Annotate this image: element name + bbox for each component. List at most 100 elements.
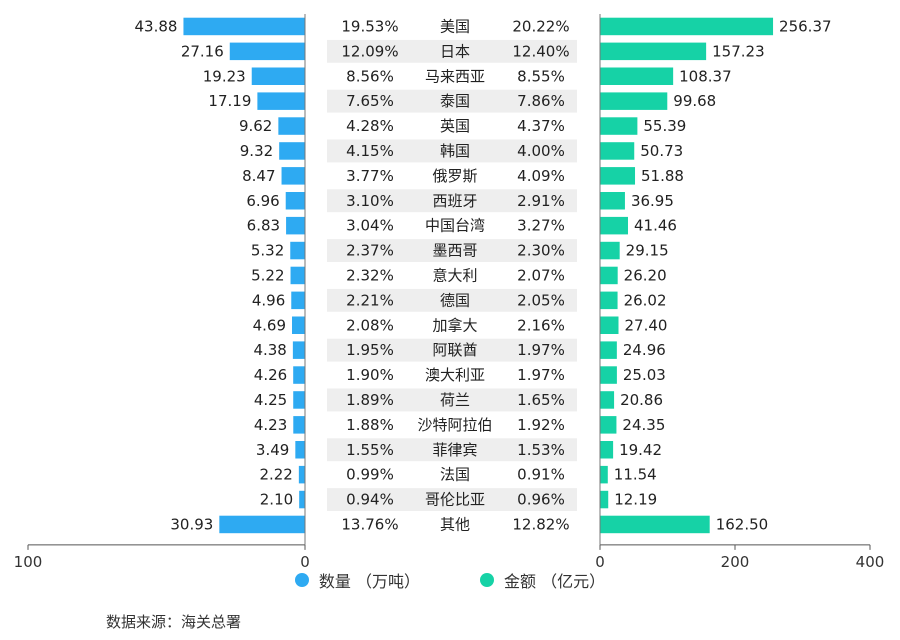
- category-label: 阿联酋: [432, 341, 477, 359]
- quantity-value-label: 27.16: [181, 42, 224, 60]
- category-label: 荷兰: [440, 391, 470, 409]
- quantity-value-label: 4.69: [253, 316, 286, 334]
- amount-value-label: 108.37: [679, 67, 732, 85]
- amount-share-label: 7.86%: [517, 92, 565, 110]
- amount-bar: [600, 142, 635, 160]
- quantity-share-label: 1.55%: [346, 441, 394, 459]
- amount-value-label: 26.20: [624, 266, 667, 284]
- quantity-value-label: 17.19: [208, 92, 251, 110]
- quantity-share-label: 2.21%: [346, 291, 394, 309]
- legend-dot-amount: [480, 573, 494, 587]
- quantity-bar: [229, 42, 305, 61]
- category-label: 西班牙: [432, 192, 477, 210]
- category-label: 泰国: [440, 92, 470, 110]
- quantity-value-label: 9.62: [239, 117, 272, 135]
- quantity-bar: [293, 391, 305, 409]
- quantity-value-label: 4.38: [253, 341, 286, 359]
- quantity-share-label: 8.56%: [346, 67, 394, 85]
- amount-value-label: 27.40: [624, 316, 667, 334]
- legend-item-amount[interactable]: 金额 （亿元）: [480, 568, 605, 592]
- category-label: 加拿大: [432, 316, 477, 334]
- amount-bar: [600, 266, 618, 285]
- amount-bar: [600, 241, 620, 260]
- quantity-bar: [286, 216, 305, 235]
- quantity-bar: [279, 142, 305, 160]
- category-label: 美国: [440, 17, 470, 35]
- amount-share-label: 2.05%: [517, 291, 565, 309]
- row-stripe: [327, 438, 577, 462]
- category-label: 中国台湾: [425, 217, 485, 235]
- amount-value-label: 99.68: [673, 92, 716, 110]
- quantity-bar: [292, 316, 305, 334]
- amount-share-label: 4.37%: [517, 117, 565, 135]
- category-label: 德国: [440, 291, 470, 309]
- quantity-bar: [278, 117, 305, 135]
- quantity-value-label: 2.22: [259, 466, 292, 484]
- category-label: 韩国: [440, 142, 470, 160]
- quantity-bar: [281, 167, 305, 185]
- quantity-bar: [183, 17, 305, 36]
- quantity-share-label: 2.32%: [346, 266, 394, 284]
- row-stripe: [327, 39, 577, 63]
- legend-dot-quantity: [294, 573, 309, 587]
- amount-bar: [600, 416, 617, 434]
- quantity-bar: [290, 241, 305, 260]
- amount-bar: [600, 192, 625, 210]
- amount-share-label: 12.82%: [512, 515, 569, 533]
- source-note: 数据来源：海关总署: [106, 613, 242, 631]
- quantity-share-label: 3.04%: [346, 217, 394, 235]
- quantity-share-label: 2.37%: [346, 242, 394, 260]
- row-stripe: [327, 239, 577, 262]
- category-label: 英国: [440, 117, 470, 135]
- amount-value-label: 25.03: [623, 366, 666, 384]
- legend-item-quantity[interactable]: 数量 （万吨）: [294, 568, 420, 592]
- amount-bar: [600, 167, 636, 185]
- category-label: 沙特阿拉伯: [417, 416, 492, 434]
- row-labels: 43.88 256.37 19.53% 美国 20.22% 27.16 157.23 12.0…: [134, 17, 831, 533]
- amount-share-label: 4.09%: [517, 167, 565, 185]
- quantity-tick-label: 100: [14, 553, 43, 571]
- amount-share-label: 2.30%: [517, 242, 565, 260]
- amount-value-label: 50.73: [640, 142, 683, 160]
- axes: 100 0 0 200 400: [14, 14, 885, 571]
- amount-bar: [600, 42, 707, 61]
- amount-value-label: 12.19: [614, 491, 657, 509]
- legend: 数量 （万吨） 金额 （亿元）: [0, 568, 900, 592]
- amount-value-label: 19.42: [619, 441, 662, 459]
- quantity-share-label: 0.94%: [346, 491, 394, 509]
- amount-share-label: 2.07%: [517, 266, 565, 284]
- quantity-tick-label: 0: [300, 553, 310, 571]
- quantity-value-label: 19.23: [203, 67, 246, 85]
- amount-value-label: 36.95: [631, 192, 674, 210]
- category-label: 哥伦比亚: [425, 491, 485, 509]
- quantity-share-label: 1.88%: [346, 416, 394, 434]
- amount-value-label: 41.46: [634, 217, 677, 235]
- amount-bar: [600, 465, 608, 484]
- amount-value-label: 55.39: [643, 117, 686, 135]
- amount-value-label: 162.50: [716, 515, 769, 533]
- amount-tick-label: 400: [856, 553, 885, 571]
- amount-bar: [600, 441, 614, 459]
- category-label: 日本: [440, 42, 470, 60]
- quantity-share-label: 12.09%: [341, 42, 398, 60]
- quantity-bar: [251, 67, 305, 85]
- quantity-value-label: 4.25: [254, 391, 287, 409]
- amount-share-label: 0.96%: [517, 491, 565, 509]
- amount-value-label: 20.86: [620, 391, 663, 409]
- quantity-value-label: 30.93: [170, 515, 213, 533]
- amount-share-label: 1.97%: [517, 366, 565, 384]
- amount-bar: [600, 92, 668, 110]
- amount-share-label: 0.91%: [517, 466, 565, 484]
- quantity-share-label: 1.95%: [346, 341, 394, 359]
- quantity-value-label: 8.47: [242, 167, 275, 185]
- amount-tick-label: 200: [721, 553, 750, 571]
- row-stripes: [327, 39, 577, 511]
- amount-value-label: 11.54: [614, 466, 657, 484]
- quantity-bars: [183, 17, 305, 534]
- amount-value-label: 26.02: [624, 291, 667, 309]
- quantity-value-label: 9.32: [240, 142, 273, 160]
- quantity-share-label: 4.15%: [346, 142, 394, 160]
- legend-label-quantity: 数量 （万吨）: [318, 572, 420, 591]
- amount-bar: [600, 67, 674, 85]
